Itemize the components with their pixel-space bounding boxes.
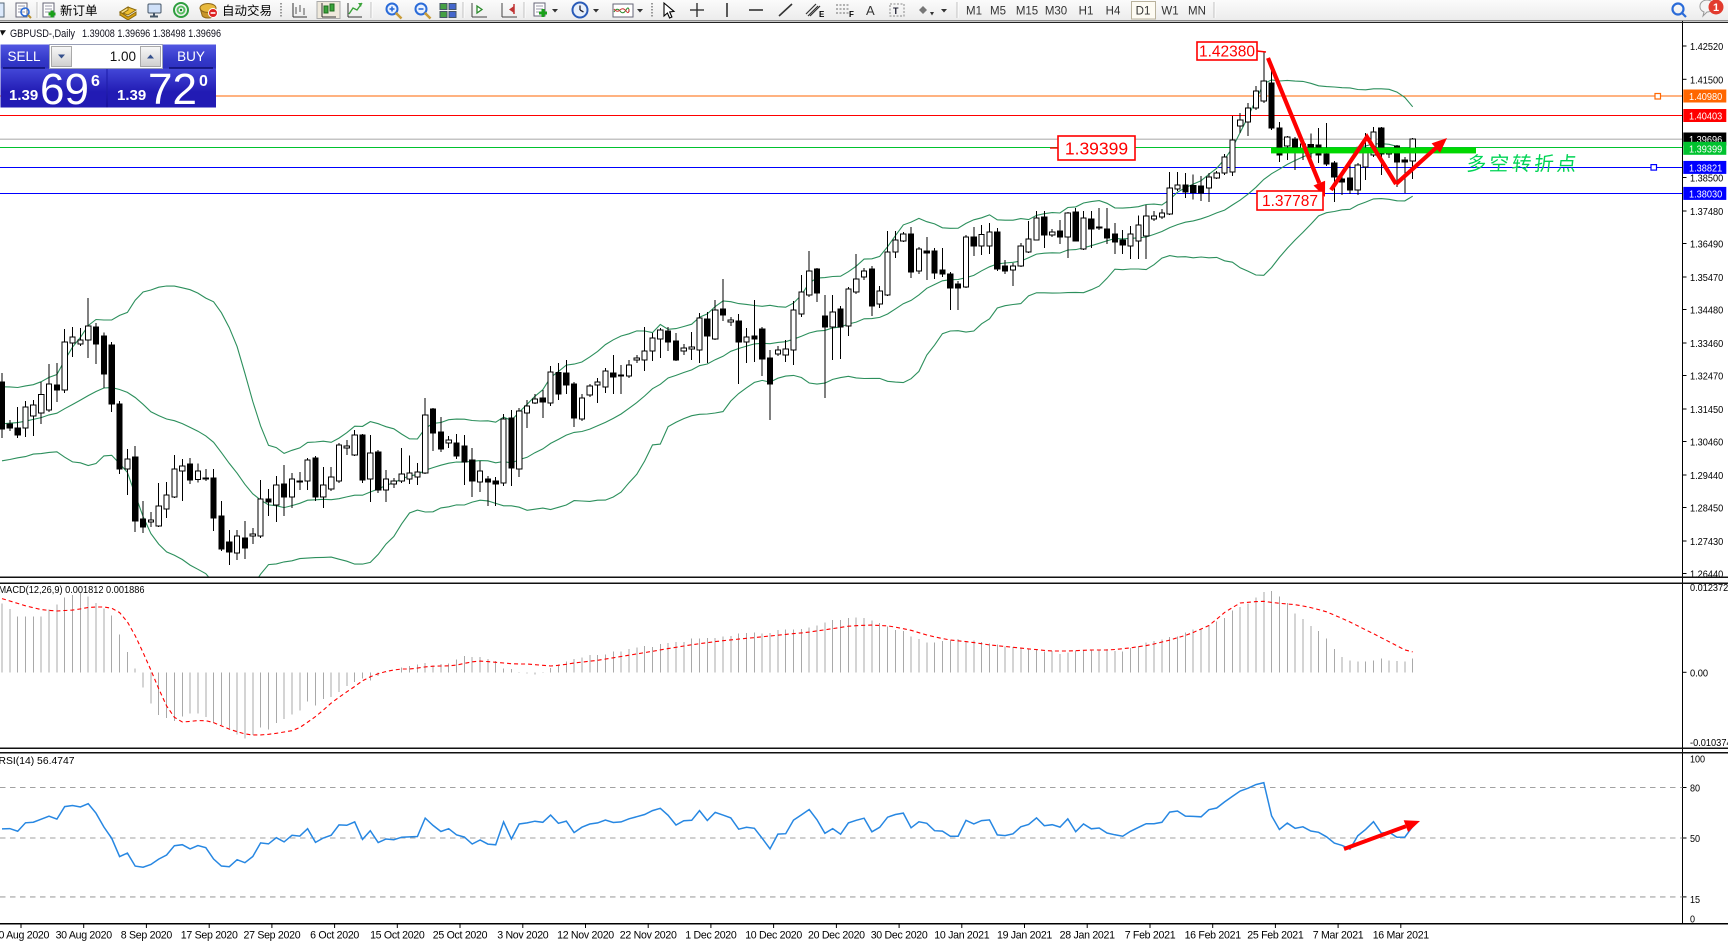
svg-text:12 Nov 2020: 12 Nov 2020 bbox=[557, 930, 614, 942]
svg-text:30 Aug 2020: 30 Aug 2020 bbox=[56, 930, 113, 942]
svg-text:7 Mar 2021: 7 Mar 2021 bbox=[1313, 930, 1364, 942]
svg-text:H1: H1 bbox=[1079, 6, 1094, 18]
svg-text:6 Oct 2020: 6 Oct 2020 bbox=[310, 930, 359, 942]
svg-text:W1: W1 bbox=[1161, 6, 1178, 18]
svg-text:100: 100 bbox=[1690, 754, 1705, 766]
svg-text:3 Nov 2020: 3 Nov 2020 bbox=[497, 930, 549, 942]
svg-text:1.39399: 1.39399 bbox=[1065, 138, 1128, 158]
svg-text:1.40403: 1.40403 bbox=[1689, 111, 1722, 123]
svg-text:1.36490: 1.36490 bbox=[1690, 239, 1723, 251]
svg-text:E: E bbox=[819, 10, 825, 19]
svg-text:10 Dec 2020: 10 Dec 2020 bbox=[745, 930, 802, 942]
svg-text:1.39399: 1.39399 bbox=[1689, 143, 1722, 155]
svg-text:M30: M30 bbox=[1045, 6, 1067, 18]
svg-text:T: T bbox=[893, 6, 899, 16]
svg-text:25 Feb 2021: 25 Feb 2021 bbox=[1247, 930, 1304, 942]
svg-text:1.42380: 1.42380 bbox=[1199, 44, 1255, 61]
svg-text:1.30460: 1.30460 bbox=[1690, 437, 1723, 449]
svg-text:0.00: 0.00 bbox=[1690, 667, 1708, 679]
svg-text:F: F bbox=[849, 10, 854, 19]
svg-text:RSI(14) 56.4747: RSI(14) 56.4747 bbox=[0, 755, 75, 767]
svg-text:1.39: 1.39 bbox=[117, 87, 146, 104]
svg-text:-0.010374: -0.010374 bbox=[1690, 737, 1728, 749]
svg-text:15 Oct 2020: 15 Oct 2020 bbox=[370, 930, 425, 942]
svg-text:15: 15 bbox=[1690, 894, 1700, 906]
svg-text:1.37787: 1.37787 bbox=[1262, 193, 1318, 210]
svg-text:28 Jan 2021: 28 Jan 2021 bbox=[1060, 930, 1115, 942]
svg-text:1.39008 1.39696 1.38498 1.3969: 1.39008 1.39696 1.38498 1.39696 bbox=[82, 28, 221, 40]
svg-text:27 Sep 2020: 27 Sep 2020 bbox=[244, 930, 301, 942]
svg-text:22 Nov 2020: 22 Nov 2020 bbox=[620, 930, 677, 942]
svg-text:7 Feb 2021: 7 Feb 2021 bbox=[1125, 930, 1176, 942]
svg-text:69: 69 bbox=[40, 65, 89, 114]
svg-text:1.31450: 1.31450 bbox=[1690, 404, 1723, 416]
svg-text:H4: H4 bbox=[1106, 6, 1121, 18]
svg-text:1.35470: 1.35470 bbox=[1690, 272, 1723, 284]
svg-text:0.012372: 0.012372 bbox=[1690, 582, 1728, 594]
svg-text:1 Dec 2020: 1 Dec 2020 bbox=[685, 930, 737, 942]
svg-text:1.37480: 1.37480 bbox=[1690, 206, 1723, 218]
svg-text:1.27430: 1.27430 bbox=[1690, 536, 1723, 548]
svg-text:19 Jan 2021: 19 Jan 2021 bbox=[997, 930, 1052, 942]
svg-text:SELL: SELL bbox=[7, 49, 41, 64]
svg-text:0: 0 bbox=[199, 73, 208, 90]
svg-text:0: 0 bbox=[1690, 913, 1695, 925]
svg-text:M15: M15 bbox=[1016, 6, 1038, 18]
svg-text:1.33460: 1.33460 bbox=[1690, 338, 1723, 350]
svg-text:BUY: BUY bbox=[177, 49, 205, 64]
svg-text:50: 50 bbox=[1690, 833, 1700, 845]
svg-text:1.00: 1.00 bbox=[110, 49, 136, 64]
svg-text:25 Oct 2020: 25 Oct 2020 bbox=[433, 930, 488, 942]
svg-text:80: 80 bbox=[1690, 783, 1700, 795]
svg-text:30 Dec 2020: 30 Dec 2020 bbox=[871, 930, 928, 942]
svg-text:8 Sep 2020: 8 Sep 2020 bbox=[121, 930, 173, 942]
svg-text:72: 72 bbox=[148, 65, 197, 114]
svg-text:16 Feb 2021: 16 Feb 2021 bbox=[1185, 930, 1242, 942]
svg-text:MN: MN bbox=[1188, 6, 1206, 18]
svg-text:M5: M5 bbox=[990, 6, 1006, 18]
svg-text:20 Aug 2020: 20 Aug 2020 bbox=[0, 930, 50, 942]
svg-text:16 Mar 2021: 16 Mar 2021 bbox=[1373, 930, 1430, 942]
svg-text:1.39: 1.39 bbox=[9, 87, 38, 104]
svg-text:1.32470: 1.32470 bbox=[1690, 371, 1723, 383]
svg-text:GBPUSD-,Daily: GBPUSD-,Daily bbox=[10, 28, 75, 40]
svg-text:1.28450: 1.28450 bbox=[1690, 503, 1723, 515]
svg-text:A: A bbox=[866, 3, 875, 18]
svg-text:1: 1 bbox=[1713, 2, 1719, 14]
svg-text:1.42520: 1.42520 bbox=[1690, 41, 1723, 53]
svg-text:D1: D1 bbox=[1136, 6, 1151, 18]
svg-text:M1: M1 bbox=[966, 6, 982, 18]
svg-text:17 Sep 2020: 17 Sep 2020 bbox=[181, 930, 238, 942]
svg-text:1.38500: 1.38500 bbox=[1690, 173, 1723, 185]
svg-text:1.38030: 1.38030 bbox=[1689, 188, 1722, 200]
svg-text:1.40980: 1.40980 bbox=[1689, 91, 1722, 103]
svg-text:10 Jan 2021: 10 Jan 2021 bbox=[934, 930, 989, 942]
svg-text:6: 6 bbox=[91, 73, 100, 90]
svg-text:1.26440: 1.26440 bbox=[1690, 569, 1723, 581]
svg-text:1.41500: 1.41500 bbox=[1690, 74, 1723, 86]
svg-text:1.34480: 1.34480 bbox=[1690, 305, 1723, 317]
svg-text:1.38821: 1.38821 bbox=[1689, 162, 1722, 174]
svg-text:1.29440: 1.29440 bbox=[1690, 470, 1723, 482]
svg-text:MACD(12,26,9) 0.001812 0.00188: MACD(12,26,9) 0.001812 0.001886 bbox=[0, 584, 145, 596]
svg-text:20 Dec 2020: 20 Dec 2020 bbox=[808, 930, 865, 942]
